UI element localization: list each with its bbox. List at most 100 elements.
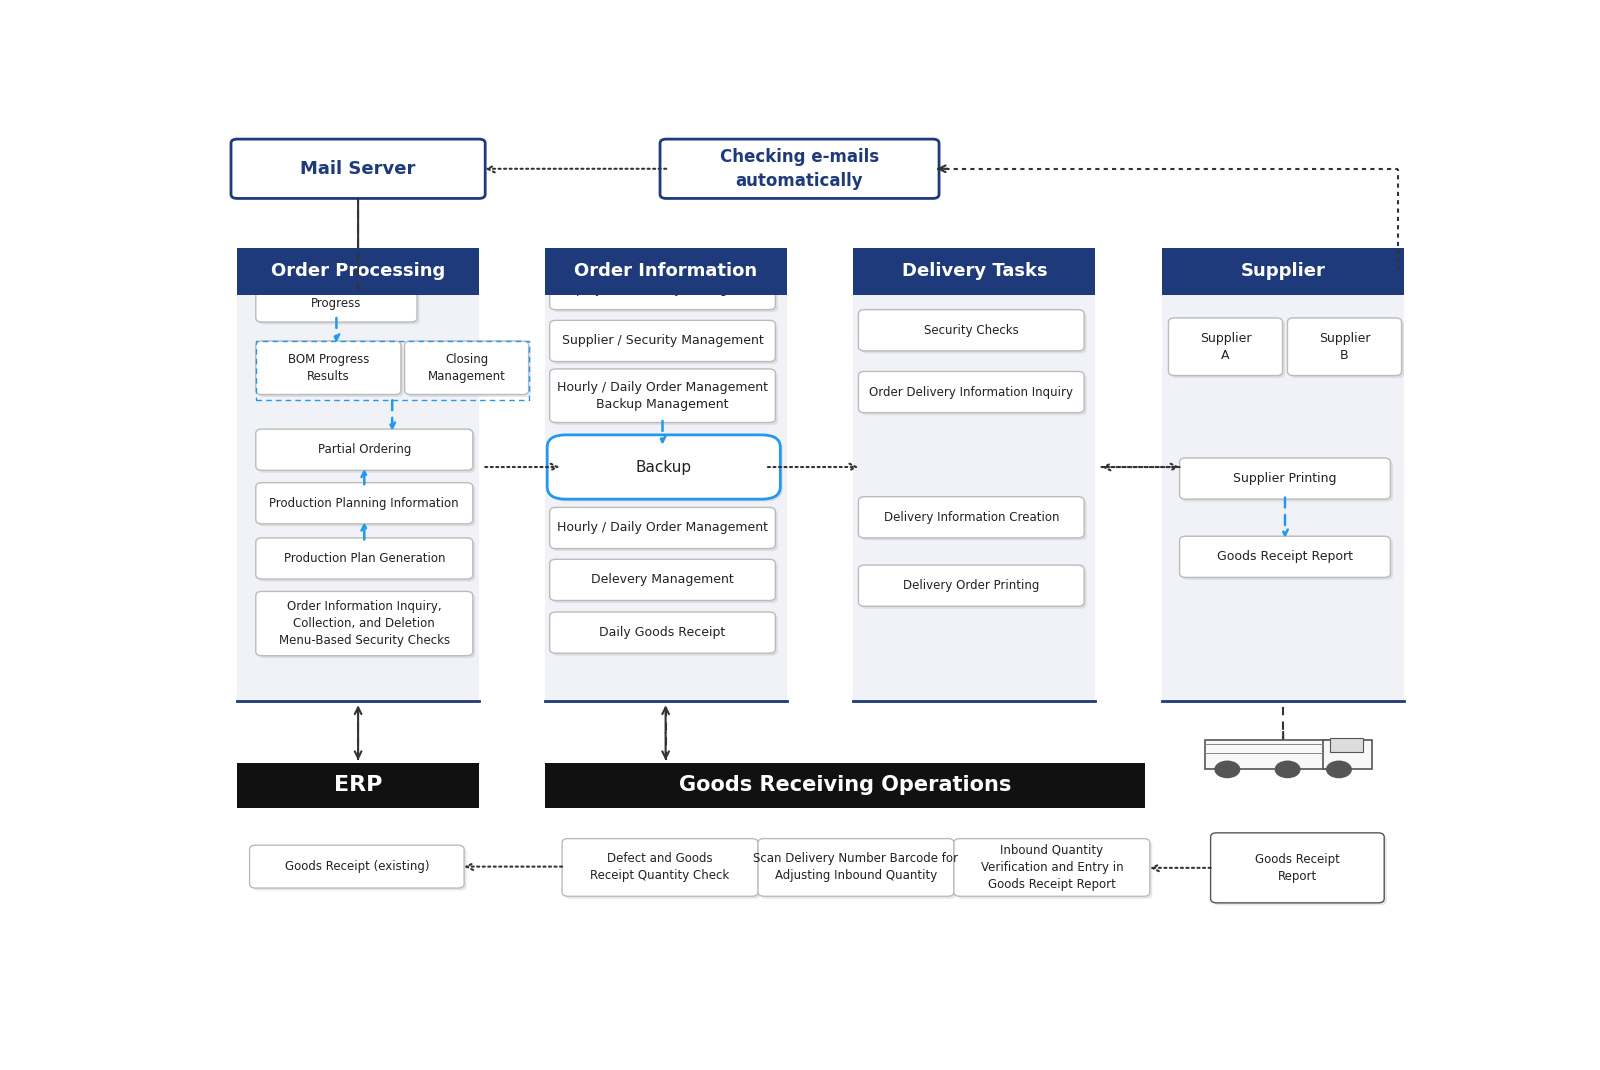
FancyBboxPatch shape (256, 429, 474, 471)
Circle shape (1275, 761, 1299, 778)
FancyBboxPatch shape (552, 510, 778, 551)
FancyBboxPatch shape (230, 139, 485, 198)
Text: Production Plan Generation: Production Plan Generation (283, 552, 445, 565)
FancyBboxPatch shape (544, 295, 787, 701)
FancyBboxPatch shape (552, 371, 778, 425)
FancyBboxPatch shape (258, 271, 419, 324)
FancyBboxPatch shape (237, 248, 478, 295)
FancyBboxPatch shape (957, 841, 1152, 899)
Text: BOM Progress
Results: BOM Progress Results (288, 353, 370, 383)
Text: Scan Delivery Number Barcode for
Adjusting Inbound Quantity: Scan Delivery Number Barcode for Adjusti… (754, 853, 958, 883)
FancyBboxPatch shape (253, 847, 467, 890)
Text: Delevery Management: Delevery Management (590, 574, 734, 586)
FancyBboxPatch shape (550, 320, 776, 362)
Text: Delivery Tasks: Delivery Tasks (901, 262, 1046, 280)
FancyBboxPatch shape (1323, 739, 1373, 769)
FancyBboxPatch shape (550, 369, 776, 423)
Circle shape (1326, 761, 1352, 778)
Text: Mail Server: Mail Server (301, 159, 416, 178)
FancyBboxPatch shape (405, 341, 528, 395)
FancyBboxPatch shape (758, 839, 954, 897)
Text: Defect and Goods
Receipt Quantity Check: Defect and Goods Receipt Quantity Check (590, 853, 730, 883)
Text: Backup: Backup (635, 459, 691, 474)
Text: Delivery Order Printing: Delivery Order Printing (902, 579, 1040, 592)
FancyBboxPatch shape (1171, 320, 1285, 378)
Text: Security Checks: Security Checks (923, 324, 1019, 337)
FancyBboxPatch shape (256, 592, 474, 656)
Text: Partial Ordering: Partial Ordering (318, 443, 411, 456)
FancyBboxPatch shape (1290, 320, 1405, 378)
FancyBboxPatch shape (237, 763, 478, 808)
FancyBboxPatch shape (552, 323, 778, 364)
FancyBboxPatch shape (1182, 460, 1394, 502)
Text: Supplier
A: Supplier A (1200, 332, 1251, 362)
FancyBboxPatch shape (954, 839, 1150, 897)
FancyBboxPatch shape (550, 560, 776, 600)
FancyBboxPatch shape (1211, 832, 1384, 903)
Text: Supplier
B: Supplier B (1318, 332, 1370, 362)
Text: Order Processing: Order Processing (270, 262, 445, 280)
FancyBboxPatch shape (853, 295, 1096, 701)
FancyBboxPatch shape (547, 434, 781, 499)
Text: Production Planning Information: Production Planning Information (269, 496, 459, 509)
FancyBboxPatch shape (562, 839, 758, 897)
Text: Goods Receipt
Report: Goods Receipt Report (1254, 853, 1339, 883)
FancyBboxPatch shape (861, 312, 1086, 353)
FancyBboxPatch shape (258, 343, 403, 397)
FancyBboxPatch shape (550, 269, 776, 309)
Text: Closing
Management: Closing Management (427, 353, 506, 383)
Text: Goods Receipt Report: Goods Receipt Report (1218, 550, 1354, 563)
Text: Supplier / Security Management: Supplier / Security Management (562, 335, 763, 348)
FancyBboxPatch shape (1179, 536, 1390, 578)
Text: Goods Receiving Operations: Goods Receiving Operations (678, 776, 1011, 795)
Text: Order Delivery Information Inquiry: Order Delivery Information Inquiry (869, 385, 1074, 398)
FancyBboxPatch shape (256, 341, 402, 395)
FancyBboxPatch shape (859, 565, 1085, 607)
FancyBboxPatch shape (406, 343, 531, 397)
FancyBboxPatch shape (859, 309, 1085, 351)
Text: Supplier Printing: Supplier Printing (1234, 472, 1336, 485)
Text: Daily Goods Receipt: Daily Goods Receipt (600, 626, 726, 639)
FancyBboxPatch shape (258, 594, 475, 658)
FancyBboxPatch shape (258, 540, 475, 581)
Text: Checking e-mails
automatically: Checking e-mails automatically (720, 148, 878, 189)
FancyBboxPatch shape (544, 248, 787, 295)
FancyBboxPatch shape (661, 139, 939, 198)
Text: Inbound Quantity
Verification and Entry in
Goods Receipt Report: Inbound Quantity Verification and Entry … (981, 844, 1123, 891)
FancyBboxPatch shape (859, 496, 1085, 538)
FancyBboxPatch shape (853, 248, 1096, 295)
FancyBboxPatch shape (861, 373, 1086, 415)
Text: Order Information Inquiry,
Collection, and Deletion
Menu-Based Security Checks: Order Information Inquiry, Collection, a… (278, 600, 450, 647)
FancyBboxPatch shape (1162, 295, 1405, 701)
FancyBboxPatch shape (1179, 458, 1390, 499)
Text: Hourly / Daily Order Management: Hourly / Daily Order Management (557, 521, 768, 535)
FancyBboxPatch shape (1213, 836, 1387, 905)
FancyBboxPatch shape (1168, 318, 1283, 376)
FancyBboxPatch shape (859, 371, 1085, 413)
Text: Hourly / Daily Order Management
Backup Management: Hourly / Daily Order Management Backup M… (557, 381, 768, 411)
Circle shape (1214, 761, 1240, 778)
FancyBboxPatch shape (250, 845, 464, 888)
FancyBboxPatch shape (1330, 738, 1363, 751)
FancyBboxPatch shape (550, 612, 776, 653)
FancyBboxPatch shape (544, 763, 1146, 808)
FancyBboxPatch shape (861, 499, 1086, 540)
FancyBboxPatch shape (1205, 739, 1328, 769)
FancyBboxPatch shape (552, 271, 778, 312)
FancyBboxPatch shape (552, 562, 778, 603)
FancyBboxPatch shape (550, 438, 782, 502)
Text: Supplier: Supplier (1240, 262, 1325, 280)
FancyBboxPatch shape (256, 538, 474, 579)
FancyBboxPatch shape (760, 841, 957, 899)
Text: Goods Receipt (existing): Goods Receipt (existing) (285, 860, 429, 873)
Text: Order Information: Order Information (574, 262, 757, 280)
Text: BOM
Progress: BOM Progress (312, 280, 362, 310)
FancyBboxPatch shape (258, 485, 475, 526)
Text: Employee / Security Management: Employee / Security Management (557, 282, 768, 295)
FancyBboxPatch shape (237, 295, 478, 701)
FancyBboxPatch shape (1182, 538, 1394, 580)
FancyBboxPatch shape (258, 431, 475, 473)
Text: Delivery Information Creation: Delivery Information Creation (883, 510, 1059, 524)
FancyBboxPatch shape (861, 567, 1086, 609)
FancyBboxPatch shape (256, 483, 474, 524)
